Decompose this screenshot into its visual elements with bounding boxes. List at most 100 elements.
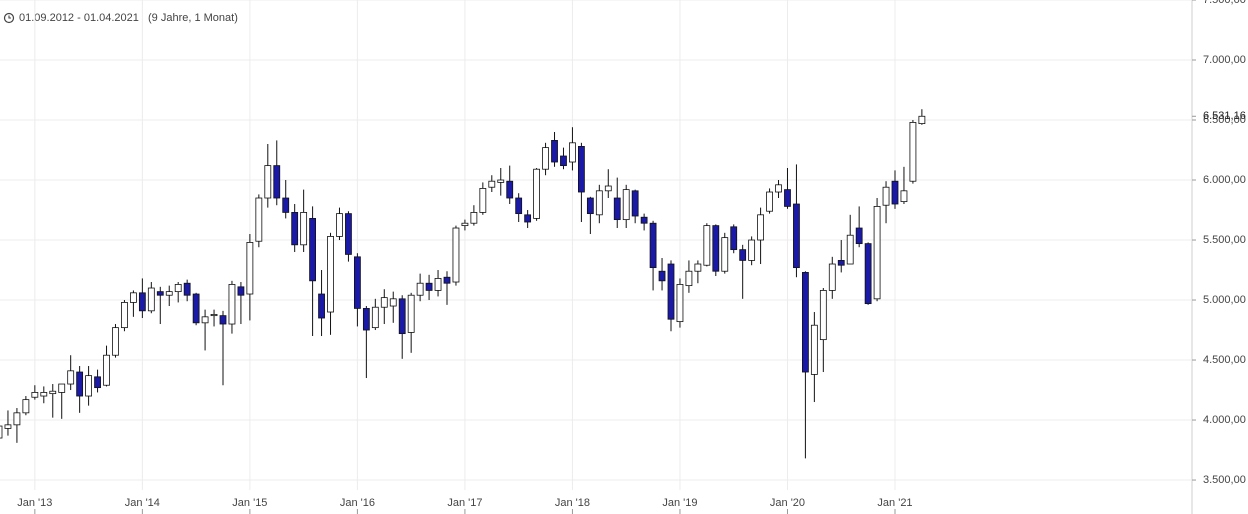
candle-body [721, 237, 729, 272]
candle-body [0, 425, 3, 439]
date-range: 01.09.2012 - 01.04.2021 [19, 12, 139, 24]
candle-body [873, 206, 881, 300]
candle-body [524, 214, 532, 223]
candle-body [300, 212, 308, 246]
candle-body [694, 263, 702, 272]
x-tick-label: Jan '19 [662, 497, 697, 509]
candle-body [703, 225, 711, 266]
x-tick-label: Jan '21 [877, 497, 912, 509]
candle-body [327, 236, 334, 313]
x-tick-label: Jan '20 [770, 497, 805, 509]
candle-body [819, 290, 827, 341]
candle-body [183, 282, 191, 296]
candle-body [309, 218, 317, 282]
candle-body [864, 243, 872, 305]
candle-body [22, 399, 30, 414]
candle-body [613, 197, 621, 221]
candle-body [49, 390, 57, 395]
candle-body [31, 392, 39, 398]
candle-body [129, 292, 137, 303]
candle-body [712, 225, 720, 272]
candle-body [174, 284, 182, 293]
candle-body [730, 226, 738, 251]
candle-body [228, 284, 236, 325]
x-tick-label: Jan '18 [555, 497, 590, 509]
candle-body [810, 324, 818, 375]
candle-body [443, 276, 451, 284]
candle-body [58, 383, 66, 393]
candle-body [855, 227, 863, 245]
candle-body [85, 375, 92, 397]
candle-body [515, 197, 523, 215]
candle-body [398, 298, 406, 335]
candle-body [569, 142, 576, 163]
candle-body [246, 242, 254, 295]
candle-body [640, 216, 648, 224]
candle-body [470, 212, 478, 224]
candle-body [210, 314, 218, 317]
candle-body [138, 292, 146, 312]
candle-body [846, 234, 854, 265]
y-tick-label: 5.500,00 [1203, 234, 1246, 246]
candle-body [479, 188, 487, 213]
candle-body [837, 260, 845, 266]
candle-body [775, 184, 782, 193]
candle-body [909, 122, 917, 182]
candle-body [757, 214, 764, 241]
candle-body [318, 293, 325, 319]
candle-body [40, 392, 48, 397]
candle-body [273, 165, 281, 199]
candle-body [560, 155, 567, 167]
candle-body [219, 315, 227, 325]
candle-body [13, 412, 21, 426]
candle-body [434, 278, 442, 291]
x-tick-label: Jan '15 [232, 497, 267, 509]
y-tick-label: 6.500,00 [1203, 114, 1246, 126]
candle-body [416, 282, 424, 296]
x-tick-label: Jan '16 [340, 497, 375, 509]
candle-body [586, 197, 594, 215]
candle-body [622, 189, 630, 221]
candle-body [551, 140, 558, 163]
candle-body [658, 270, 666, 282]
candle-body [389, 298, 397, 307]
candle-body [76, 371, 84, 397]
candle-body [685, 270, 693, 287]
candle-body [533, 168, 540, 219]
candle-body [407, 294, 415, 333]
candle-body [165, 291, 173, 296]
x-tick-label: Jan '17 [447, 497, 482, 509]
candle-body [882, 186, 890, 206]
candle-body [112, 327, 119, 356]
candle-body [255, 197, 263, 242]
candle-body [595, 190, 603, 216]
candle-body [828, 263, 836, 291]
candle-body [891, 180, 899, 205]
y-tick-label: 4.000,00 [1203, 414, 1246, 426]
candle-body [461, 222, 469, 227]
y-tick-label: 7.500,00 [1203, 0, 1246, 6]
y-tick-label: 7.000,00 [1203, 54, 1246, 66]
candle-body [649, 222, 657, 269]
candle-body [739, 249, 747, 261]
candle-body [900, 190, 908, 203]
candle-body [542, 147, 549, 170]
candle-body [94, 376, 101, 389]
candle-body [192, 293, 200, 324]
candle-body [380, 297, 388, 308]
candle-body [336, 213, 343, 237]
candle-body [452, 227, 460, 283]
candle-body [121, 302, 128, 329]
candle-body [4, 424, 12, 429]
duration: (9 Jahre, 1 Monat) [148, 12, 238, 24]
candle-body [291, 212, 299, 246]
candle-body [488, 180, 496, 188]
candle-body [67, 370, 75, 385]
x-tick-label: Jan '14 [125, 497, 160, 509]
candle-body [282, 197, 290, 213]
candle-body [345, 213, 352, 255]
candle-body [425, 282, 433, 291]
candle-body [604, 185, 612, 192]
